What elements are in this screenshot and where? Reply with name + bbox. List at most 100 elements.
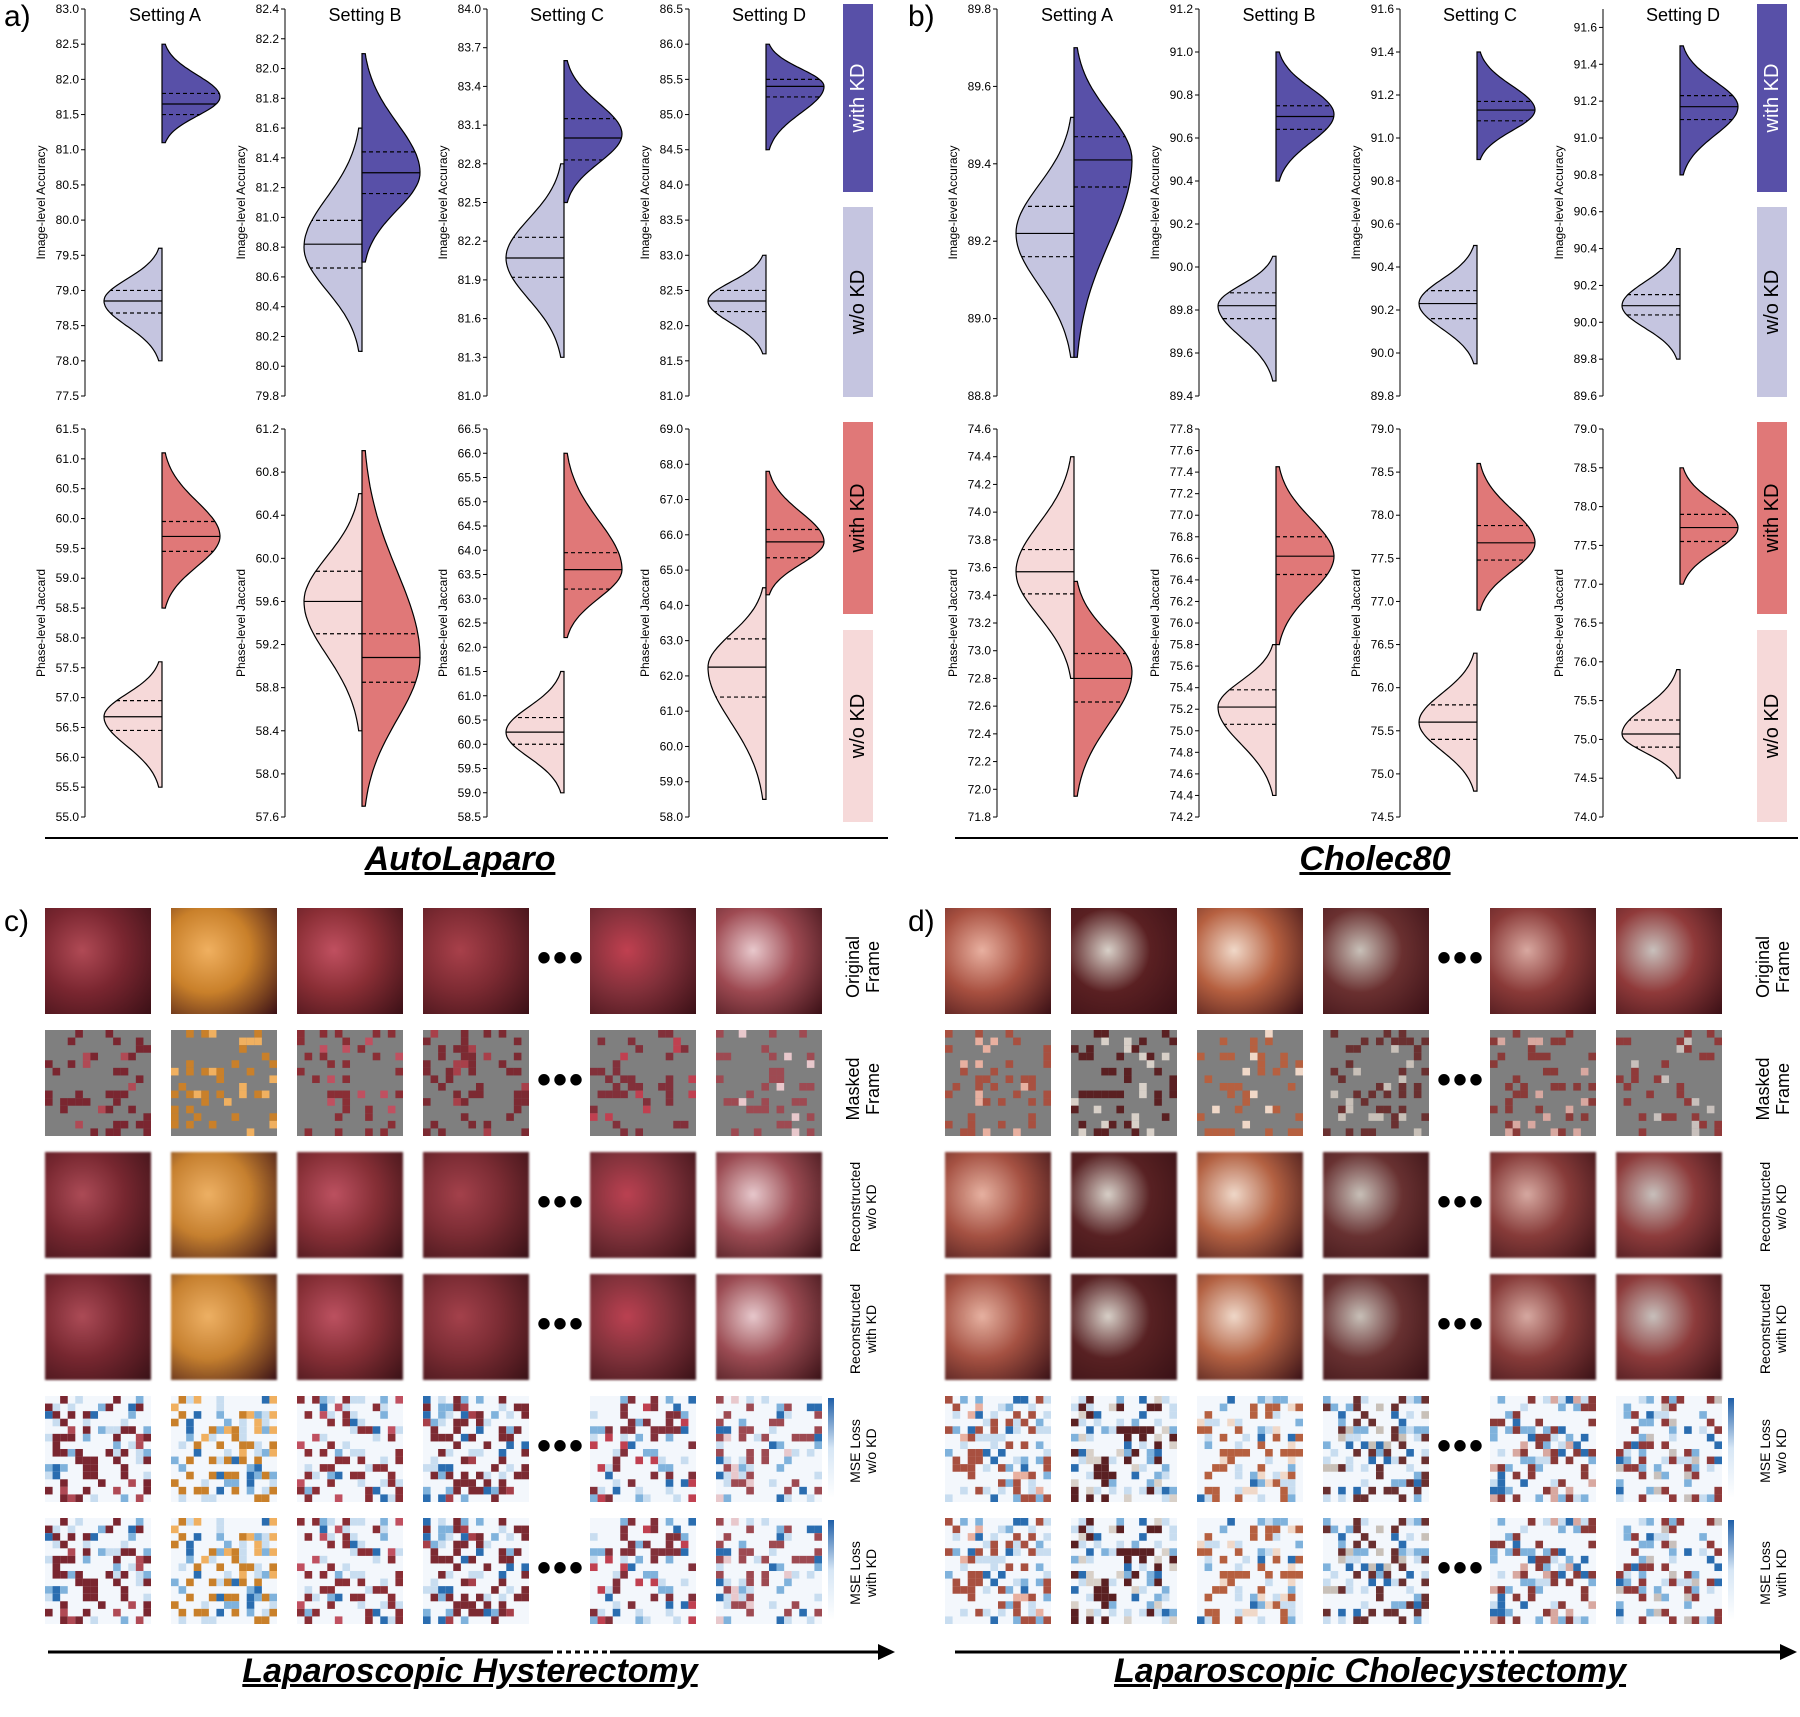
- patch: [1353, 1555, 1361, 1564]
- patch: [365, 1494, 373, 1502]
- patch: [216, 1403, 225, 1412]
- patch: [269, 1548, 277, 1556]
- ellipsis: •••: [1437, 1424, 1486, 1468]
- patch: [680, 1456, 689, 1465]
- patch: [1398, 1426, 1407, 1434]
- patch: [460, 1045, 469, 1053]
- patch: [665, 1518, 674, 1526]
- patch: [513, 1471, 522, 1480]
- patch: [178, 1563, 187, 1572]
- y-tick-label: 76.8: [1170, 530, 1194, 544]
- patch: [806, 1433, 815, 1442]
- patch: [1028, 1616, 1036, 1624]
- patch: [521, 1448, 529, 1457]
- y-tick-label: 74.5: [1371, 810, 1395, 824]
- patch: [1375, 1586, 1384, 1594]
- patch: [1086, 1570, 1094, 1579]
- patch: [453, 1098, 461, 1106]
- patch: [784, 1411, 792, 1419]
- patch: [1573, 1448, 1581, 1457]
- patch: [1573, 1494, 1581, 1502]
- patch: [590, 1113, 598, 1121]
- patch: [1684, 1593, 1692, 1602]
- patch: [673, 1045, 681, 1053]
- patch: [423, 1486, 431, 1495]
- patch: [1558, 1548, 1566, 1556]
- patch: [1154, 1098, 1162, 1106]
- patch: [460, 1555, 469, 1564]
- patch: [1234, 1494, 1243, 1502]
- patch: [1219, 1082, 1228, 1091]
- patch: [1078, 1540, 1087, 1549]
- patch: [1580, 1518, 1589, 1526]
- patch: [952, 1525, 961, 1534]
- patch: [1668, 1540, 1677, 1549]
- patch: [483, 1540, 492, 1549]
- patch: [178, 1518, 187, 1526]
- patch: [1653, 1471, 1662, 1480]
- patch: [746, 1548, 754, 1556]
- patch: [1043, 1060, 1051, 1068]
- patch: [223, 1570, 232, 1579]
- patch: [1338, 1555, 1346, 1564]
- patch: [521, 1411, 529, 1419]
- patch: [1623, 1570, 1632, 1579]
- patch: [186, 1433, 194, 1442]
- patch: [261, 1396, 270, 1404]
- patch: [1287, 1464, 1296, 1472]
- patch: [135, 1555, 144, 1564]
- patch: [498, 1578, 507, 1587]
- patch: [1154, 1555, 1162, 1564]
- reconstructed-wo-kd-thumbnail: [423, 1152, 529, 1258]
- patch: [1287, 1525, 1296, 1534]
- patch: [1616, 1494, 1624, 1502]
- patch: [1588, 1601, 1596, 1609]
- patch: [135, 1037, 144, 1046]
- patch: [1413, 1608, 1422, 1617]
- patch: [135, 1563, 144, 1572]
- patch: [746, 1578, 754, 1587]
- patch: [1131, 1593, 1140, 1602]
- patch: [1338, 1075, 1346, 1084]
- patch: [438, 1518, 446, 1526]
- patch: [460, 1456, 469, 1465]
- patch: [1161, 1396, 1170, 1404]
- y-tick-label: 76.4: [1170, 573, 1194, 587]
- patch: [120, 1540, 129, 1549]
- patch: [491, 1586, 499, 1594]
- masked-frame-thumbnail: [45, 1030, 151, 1136]
- patch: [1706, 1433, 1715, 1442]
- patch: [1550, 1555, 1559, 1564]
- patch: [1116, 1518, 1125, 1526]
- patch: [1398, 1518, 1407, 1526]
- patch: [1101, 1030, 1109, 1038]
- patch: [1295, 1525, 1303, 1534]
- patch: [945, 1090, 953, 1099]
- side-bar-acc-with-kd-a: [843, 4, 873, 192]
- patch: [1558, 1525, 1566, 1534]
- patch: [171, 1113, 179, 1121]
- patch: [208, 1120, 217, 1129]
- y-tick-label: 81.5: [660, 354, 684, 368]
- patch: [1691, 1098, 1700, 1106]
- patch: [60, 1555, 68, 1564]
- patch: [1338, 1418, 1346, 1427]
- patch: [658, 1578, 666, 1587]
- patch: [193, 1113, 202, 1121]
- patch: [239, 1555, 247, 1564]
- patch: [1078, 1533, 1087, 1541]
- patch: [738, 1098, 747, 1106]
- patch: [990, 1616, 999, 1624]
- patch: [1005, 1548, 1014, 1556]
- patch: [806, 1448, 815, 1457]
- patch: [642, 1494, 651, 1502]
- patch: [75, 1396, 83, 1404]
- patch: [357, 1578, 366, 1587]
- patch: [1580, 1555, 1589, 1564]
- patch: [746, 1570, 754, 1579]
- patch: [1631, 1441, 1639, 1450]
- y-tick-label: 75.5: [1574, 694, 1598, 708]
- patch: [319, 1525, 328, 1534]
- patch: [97, 1105, 106, 1114]
- y-tick-label: 78.0: [1574, 500, 1598, 514]
